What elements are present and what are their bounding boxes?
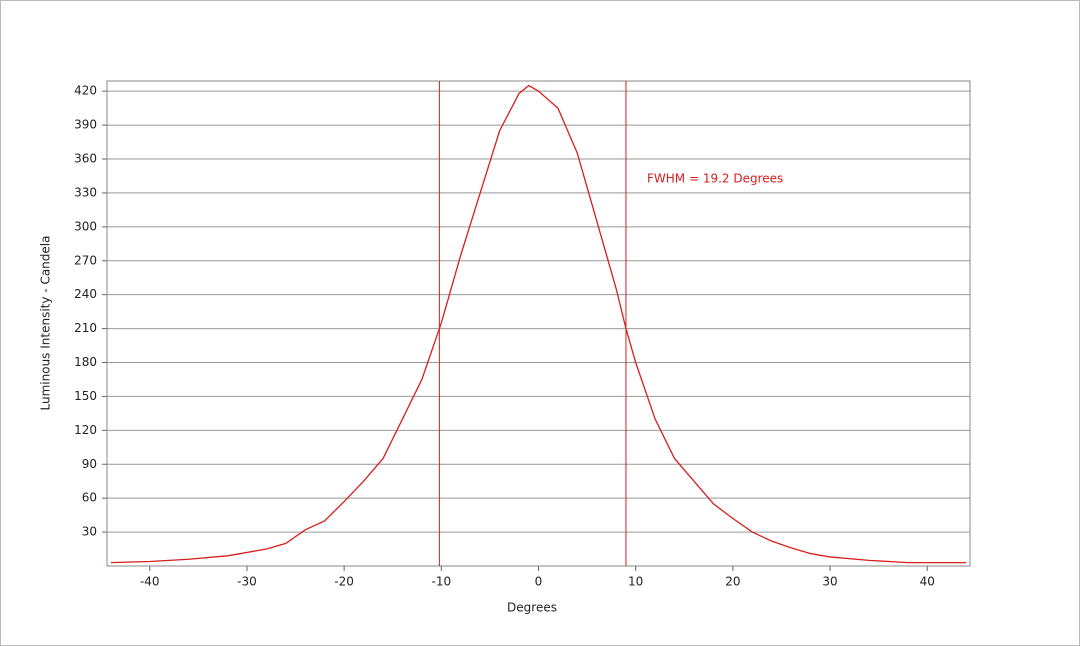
y-tick-label: 390 xyxy=(74,118,97,132)
x-tick-label: 20 xyxy=(725,575,740,589)
x-tick-label: -20 xyxy=(334,575,354,589)
y-tick-label: 300 xyxy=(74,219,97,233)
x-tick-label: 10 xyxy=(628,575,643,589)
x-tick-label: 30 xyxy=(822,575,837,589)
x-axis-label: Degrees xyxy=(507,601,557,615)
y-tick-label: 420 xyxy=(74,84,97,98)
x-tick-label: -10 xyxy=(432,575,452,589)
y-tick-label: 90 xyxy=(82,457,97,471)
plot-area xyxy=(106,80,971,567)
y-tick-label: 180 xyxy=(74,355,97,369)
annotation: FWHM = 19.2 Degrees xyxy=(647,172,783,186)
x-tick-label: 0 xyxy=(535,575,543,589)
y-tick-label: 270 xyxy=(74,253,97,267)
y-tick-label: 240 xyxy=(74,287,97,301)
x-tick-label: -40 xyxy=(140,575,160,589)
y-tick-label: 30 xyxy=(82,525,97,539)
x-tick-label: 40 xyxy=(920,575,935,589)
y-tick-label: 150 xyxy=(74,389,97,403)
curve xyxy=(110,84,967,564)
y-tick-label: 360 xyxy=(74,152,97,166)
y-tick-label: 330 xyxy=(74,185,97,199)
y-axis-label: Luminous Intensity - Candela xyxy=(39,236,53,411)
y-tick-label: 120 xyxy=(74,423,97,437)
x-tick-label: -30 xyxy=(237,575,257,589)
y-tick-label: 210 xyxy=(74,321,97,335)
y-tick-label: 60 xyxy=(82,491,97,505)
